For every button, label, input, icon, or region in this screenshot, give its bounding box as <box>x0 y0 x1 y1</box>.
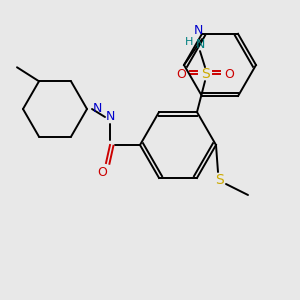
Text: O: O <box>97 167 107 179</box>
Text: N: N <box>92 103 102 116</box>
Text: S: S <box>201 67 209 81</box>
Text: N: N <box>105 110 115 124</box>
Text: O: O <box>224 68 234 81</box>
Text: O: O <box>176 68 186 81</box>
Text: N: N <box>195 38 205 51</box>
Text: N: N <box>193 24 203 37</box>
Text: H: H <box>185 37 193 47</box>
Text: S: S <box>216 173 224 187</box>
